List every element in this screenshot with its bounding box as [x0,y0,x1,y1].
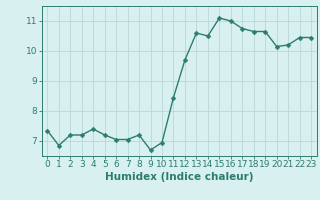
X-axis label: Humidex (Indice chaleur): Humidex (Indice chaleur) [105,172,253,182]
